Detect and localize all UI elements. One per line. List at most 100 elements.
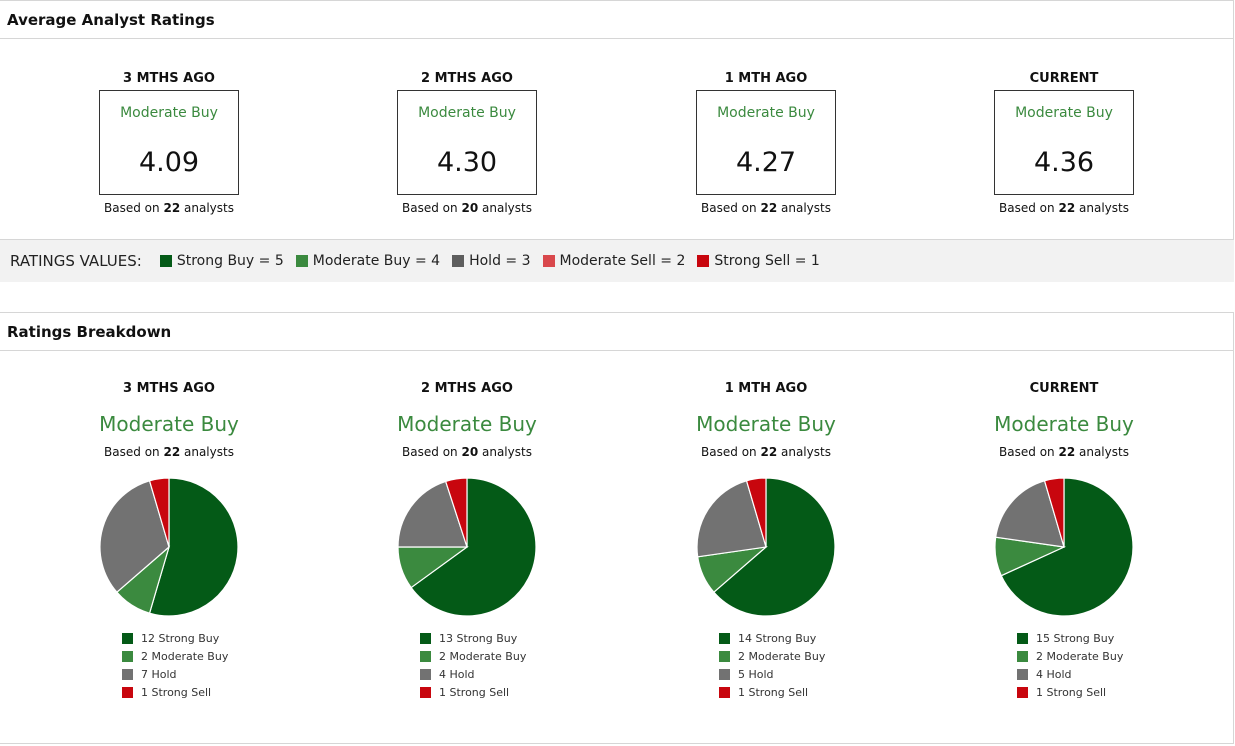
avg-based-current: Based on 22 analysts (914, 201, 1214, 215)
pie-legend-item: 15 Strong Buy (1017, 629, 1123, 647)
pie-legend-item: 1 Strong Sell (719, 683, 825, 701)
pie-slice-strong-buy[interactable] (713, 477, 836, 617)
pie-slice-strong-buy[interactable] (148, 477, 239, 617)
based-prefix: Based on (701, 445, 761, 459)
legend-label: 1 Strong Sell (141, 685, 212, 699)
pie-slice-hold[interactable] (696, 480, 767, 558)
strong-sell-swatch-icon (697, 255, 710, 267)
legend-label: 13 Strong Buy (439, 631, 518, 645)
pie-rating-label: Moderate Buy (99, 412, 239, 436)
pie-based-text: Based on 22 analysts (616, 445, 916, 459)
legend-label: 5 Hold (738, 667, 774, 681)
based-suffix: analysts (777, 445, 831, 459)
avg-rating-label: Moderate Buy (1015, 105, 1113, 121)
pie-chart (696, 477, 836, 617)
pie-legend-item: 7 Hold (122, 665, 228, 683)
pie-slice-hold[interactable] (397, 480, 468, 548)
legend-label: 15 Strong Buy (1036, 631, 1115, 645)
rv-text: Strong Sell = 1 (714, 253, 820, 269)
legend-swatch-icon (420, 650, 431, 662)
pie-legend-item: 14 Strong Buy (719, 629, 825, 647)
pie-legend-item: 2 Moderate Buy (122, 647, 228, 665)
pie-slice-hold[interactable] (995, 480, 1065, 548)
rv-text: Strong Buy = 5 (176, 253, 284, 269)
pie-slice-strong-sell[interactable] (444, 477, 468, 548)
pie-based-text: Based on 20 analysts (317, 445, 617, 459)
legend-swatch-icon (122, 686, 133, 698)
pie-legend: 15 Strong Buy 2 Moderate Buy 4 Hold 1 Stron… (1017, 629, 1123, 701)
pie-slice-strong-buy[interactable] (1000, 477, 1134, 617)
based-prefix: Based on (999, 445, 1059, 459)
avg-rating-value: 4.36 (1033, 147, 1095, 178)
pie-slice-hold[interactable] (99, 480, 170, 594)
legend-label: 1 Strong Sell (1036, 685, 1107, 699)
pie-legend-item: 1 Strong Sell (1017, 683, 1123, 701)
legend-swatch-icon (122, 632, 133, 644)
based-prefix: Based on (701, 201, 757, 215)
pie-legend: 12 Strong Buy 2 Moderate Buy 7 Hold 1 Stron… (122, 629, 228, 701)
based-suffix: analysts (781, 201, 831, 215)
pie-legend-item: 13 Strong Buy (420, 629, 526, 647)
based-suffix: analysts (482, 201, 532, 215)
average-ratings-title: Average Analyst Ratings (0, 1, 1233, 39)
pie-rating-label: Moderate Buy (696, 412, 836, 436)
avg-rating-box-1m: Moderate Buy 4.27 (696, 90, 836, 195)
legend-swatch-icon (1017, 632, 1028, 644)
legend-label: 2 Moderate Buy (439, 649, 527, 663)
legend-swatch-icon (122, 668, 133, 680)
pie-slice-strong-sell[interactable] (148, 477, 170, 548)
ratings-breakdown-panel: Ratings Breakdown 3 MTHS AGO Moderate Buy… (0, 312, 1234, 744)
analyst-count: 22 (760, 201, 778, 215)
pie-rating-label: Moderate Buy (994, 412, 1134, 436)
legend-swatch-icon (420, 686, 431, 698)
rv-text: Moderate Buy = 4 (312, 253, 441, 269)
legend-label: 1 Strong Sell (439, 685, 510, 699)
average-ratings-panel: Average Analyst Ratings 3 MTHS AGO Moder… (0, 0, 1234, 282)
rv-item-moderate-buy: Moderate Buy = 4 (295, 253, 441, 269)
hold-swatch-icon (452, 255, 465, 267)
analyst-count: 20 (461, 445, 479, 459)
avg-based-2m: Based on 20 analysts (317, 201, 617, 215)
rv-item-hold: Hold = 3 (452, 253, 531, 269)
based-prefix: Based on (402, 445, 462, 459)
legend-swatch-icon (719, 632, 730, 644)
pie-legend-item: 2 Moderate Buy (1017, 647, 1123, 665)
pie-slice-strong-buy[interactable] (410, 477, 537, 617)
rv-item-strong-buy: Strong Buy = 5 (159, 253, 284, 269)
legend-swatch-icon (719, 650, 730, 662)
analyst-count: 20 (461, 201, 479, 215)
avg-period-title: CURRENT (1029, 71, 1099, 86)
avg-rating-value: 4.27 (735, 147, 797, 178)
avg-rating-box-2m: Moderate Buy 4.30 (397, 90, 537, 195)
rv-item-strong-sell: Strong Sell = 1 (697, 253, 820, 269)
pie-legend-item: 1 Strong Sell (420, 683, 526, 701)
based-suffix: analysts (1075, 445, 1129, 459)
avg-col-current: CURRENT (914, 71, 1214, 86)
pie-based-text: Based on 22 analysts (914, 445, 1214, 459)
based-suffix: analysts (478, 445, 532, 459)
avg-rating-value: 4.09 (138, 147, 200, 178)
avg-rating-box-3m: Moderate Buy 4.09 (99, 90, 239, 195)
ratings-values-label: RATINGS VALUES: (10, 252, 142, 270)
ratings-breakdown-title: Ratings Breakdown (0, 313, 1233, 351)
pie-slice-strong-sell[interactable] (745, 477, 767, 548)
legend-label: 2 Moderate Buy (738, 649, 826, 663)
avg-based-3m: Based on 22 analysts (19, 201, 319, 215)
ratings-values-legend: RATINGS VALUES: Strong Buy = 5 Moderate … (0, 239, 1234, 282)
pie-period-title: 3 MTHS AGO (123, 381, 215, 396)
legend-label: 7 Hold (141, 667, 177, 681)
legend-swatch-icon (719, 668, 730, 680)
legend-label: 2 Moderate Buy (141, 649, 229, 663)
pie-slice-strong-sell[interactable] (1043, 477, 1065, 548)
rv-text: Hold = 3 (469, 253, 531, 269)
legend-label: 14 Strong Buy (738, 631, 817, 645)
pie-chart (99, 477, 239, 617)
analyst-count: 22 (163, 445, 181, 459)
legend-label: 4 Hold (1036, 667, 1072, 681)
based-suffix: analysts (184, 201, 234, 215)
avg-rating-label: Moderate Buy (418, 105, 516, 121)
pie-legend-item: 12 Strong Buy (122, 629, 228, 647)
legend-label: 2 Moderate Buy (1036, 649, 1124, 663)
pie-period-title: 2 MTHS AGO (421, 381, 513, 396)
legend-swatch-icon (1017, 686, 1028, 698)
